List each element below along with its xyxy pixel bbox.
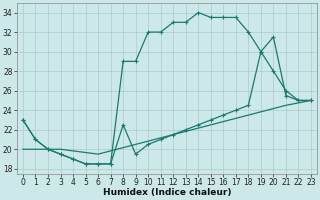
X-axis label: Humidex (Indice chaleur): Humidex (Indice chaleur) <box>103 188 231 197</box>
